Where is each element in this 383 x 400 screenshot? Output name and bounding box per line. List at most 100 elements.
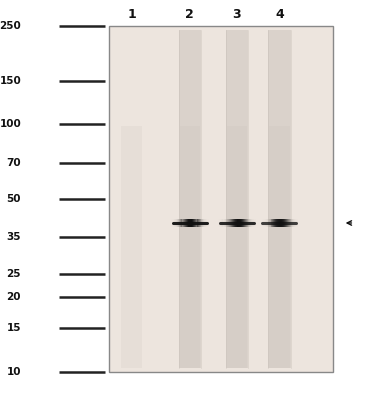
- Bar: [235, 219, 236, 226]
- Bar: [176, 219, 177, 226]
- Bar: [220, 219, 221, 226]
- Bar: [260, 219, 262, 226]
- Bar: [292, 219, 293, 226]
- Bar: [249, 219, 250, 226]
- Bar: [240, 219, 241, 226]
- Bar: [273, 219, 274, 226]
- Bar: [279, 219, 280, 226]
- Bar: [248, 219, 249, 226]
- Bar: [286, 219, 287, 226]
- Bar: [229, 219, 230, 226]
- Bar: [231, 219, 232, 226]
- Bar: [224, 219, 225, 226]
- Bar: [263, 219, 264, 226]
- Bar: [173, 219, 174, 226]
- Bar: [296, 219, 297, 226]
- Bar: [209, 219, 210, 226]
- Bar: [227, 219, 228, 226]
- Text: 70: 70: [7, 158, 21, 168]
- Bar: [232, 219, 233, 226]
- Bar: [183, 219, 184, 226]
- Bar: [181, 219, 182, 226]
- Bar: [227, 126, 247, 368]
- Bar: [277, 219, 278, 226]
- Bar: [178, 219, 179, 226]
- Bar: [235, 219, 236, 226]
- Bar: [240, 219, 241, 226]
- Bar: [208, 219, 209, 226]
- Bar: [247, 219, 248, 226]
- Bar: [206, 219, 207, 226]
- Bar: [254, 219, 255, 226]
- Bar: [272, 219, 273, 226]
- Bar: [282, 219, 283, 226]
- Bar: [289, 219, 290, 226]
- Bar: [296, 219, 297, 226]
- Bar: [287, 219, 288, 226]
- Text: 25: 25: [7, 268, 21, 278]
- Bar: [284, 219, 285, 226]
- Bar: [229, 219, 231, 226]
- Bar: [271, 219, 272, 226]
- Bar: [295, 219, 296, 226]
- Bar: [234, 219, 235, 226]
- Bar: [249, 219, 250, 226]
- Bar: [243, 219, 244, 226]
- Bar: [289, 219, 290, 226]
- Bar: [202, 219, 203, 226]
- Bar: [281, 219, 282, 226]
- Bar: [238, 219, 239, 226]
- Bar: [294, 219, 295, 226]
- Bar: [276, 219, 277, 226]
- Bar: [223, 219, 224, 226]
- Bar: [242, 219, 243, 226]
- Bar: [205, 219, 206, 226]
- Bar: [287, 219, 288, 226]
- Bar: [175, 219, 176, 226]
- Bar: [226, 30, 248, 368]
- Bar: [239, 219, 240, 226]
- Bar: [280, 219, 281, 226]
- Bar: [207, 219, 208, 226]
- Bar: [297, 219, 298, 226]
- Bar: [121, 126, 142, 368]
- Bar: [268, 30, 291, 368]
- Text: 100: 100: [0, 120, 21, 130]
- Text: 3: 3: [232, 8, 241, 20]
- Bar: [226, 219, 227, 226]
- Bar: [252, 219, 253, 226]
- Bar: [276, 219, 277, 226]
- Bar: [288, 219, 289, 226]
- Bar: [245, 219, 246, 226]
- Bar: [285, 219, 286, 226]
- Bar: [204, 219, 205, 226]
- Bar: [221, 219, 222, 226]
- Bar: [237, 219, 239, 226]
- Text: 50: 50: [7, 194, 21, 204]
- Bar: [269, 126, 290, 368]
- Bar: [252, 219, 253, 226]
- Bar: [196, 219, 197, 226]
- Text: 1: 1: [127, 8, 136, 20]
- Bar: [225, 219, 226, 226]
- Bar: [202, 219, 203, 226]
- Bar: [282, 219, 283, 226]
- Bar: [187, 219, 188, 226]
- Bar: [295, 219, 296, 226]
- Bar: [194, 219, 195, 226]
- Text: 35: 35: [7, 232, 21, 242]
- Bar: [218, 219, 219, 226]
- Bar: [283, 219, 284, 226]
- Bar: [177, 219, 178, 226]
- Bar: [217, 219, 218, 226]
- Bar: [299, 219, 300, 226]
- Bar: [185, 219, 186, 226]
- Bar: [191, 219, 192, 226]
- Bar: [291, 219, 292, 226]
- Bar: [184, 219, 185, 226]
- Bar: [226, 219, 228, 226]
- Bar: [269, 219, 270, 226]
- Bar: [280, 219, 281, 226]
- Bar: [189, 219, 190, 226]
- Text: 10: 10: [7, 367, 21, 377]
